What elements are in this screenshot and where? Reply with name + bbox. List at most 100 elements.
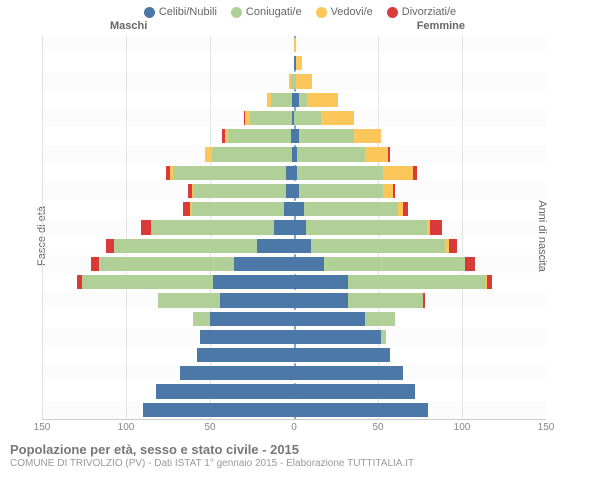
- bar-segment: [151, 220, 274, 234]
- bar-segment: [158, 293, 220, 307]
- male-bar: [42, 202, 294, 216]
- bar-segment: [304, 202, 398, 216]
- legend-swatch: [231, 7, 242, 18]
- bar-segment: [156, 384, 294, 398]
- female-bar: [294, 220, 546, 234]
- bar-segment: [311, 239, 445, 253]
- bar-segment: [205, 147, 212, 161]
- bar-segment: [210, 312, 294, 326]
- female-bar: [294, 330, 546, 344]
- age-row: 50-541960-1964: [42, 218, 546, 236]
- female-bar: [294, 147, 546, 161]
- age-row: 45-491965-1969: [42, 237, 546, 255]
- x-tick-label: 100: [118, 422, 135, 433]
- bar-segment: [197, 348, 294, 362]
- bar-segment: [294, 111, 321, 125]
- legend-label: Divorziati/e: [402, 6, 456, 18]
- age-row: 30-341980-1984: [42, 291, 546, 309]
- female-bar: [294, 403, 546, 417]
- age-row: 55-591955-1959: [42, 200, 546, 218]
- age-row: 10-142000-2004: [42, 364, 546, 382]
- bar-segment: [106, 239, 114, 253]
- female-bar: [294, 366, 546, 380]
- male-bar: [42, 56, 294, 70]
- male-bar: [42, 293, 294, 307]
- bar-segment: [294, 366, 403, 380]
- age-row: 25-291985-1989: [42, 310, 546, 328]
- bar-segment: [299, 184, 383, 198]
- male-bar: [42, 330, 294, 344]
- bar-segment: [294, 312, 365, 326]
- male-bar: [42, 111, 294, 125]
- male-bar: [42, 220, 294, 234]
- bar-segment: [348, 293, 424, 307]
- x-tick-label: 50: [204, 422, 215, 433]
- female-bar: [294, 184, 546, 198]
- age-row: 5-92005-2009: [42, 382, 546, 400]
- bar-segment: [234, 257, 294, 271]
- legend-swatch: [144, 7, 155, 18]
- female-bar: [294, 166, 546, 180]
- female-bar: [294, 93, 546, 107]
- bar-segment: [294, 348, 390, 362]
- age-row: 0-42010-2014: [42, 401, 546, 419]
- bar-segment: [297, 147, 364, 161]
- x-tick-label: 150: [34, 422, 51, 433]
- bar-segment: [294, 202, 304, 216]
- bar-segment: [430, 220, 442, 234]
- bar-segment: [294, 293, 348, 307]
- bar-segment: [250, 111, 292, 125]
- bar-segment: [193, 184, 285, 198]
- bar-segment: [381, 330, 386, 344]
- male-bar: [42, 38, 294, 52]
- bar-segment: [228, 129, 290, 143]
- age-row: 100+≤ 1914: [42, 36, 546, 54]
- legend: Celibi/NubiliConiugati/eVedovi/eDivorzia…: [0, 0, 600, 20]
- female-bar: [294, 348, 546, 362]
- male-column-label: Maschi: [110, 20, 147, 32]
- age-row: 85-891925-1929: [42, 91, 546, 109]
- bar-segment: [307, 93, 337, 107]
- female-bar: [294, 312, 546, 326]
- bar-segment: [173, 166, 286, 180]
- female-column-label: Femmine: [417, 20, 465, 32]
- x-tick-label: 0: [291, 422, 297, 433]
- bar-segment: [141, 220, 151, 234]
- age-row: 20-241990-1994: [42, 328, 546, 346]
- x-axis: 15010050050100150: [42, 420, 546, 436]
- bar-segment: [413, 166, 416, 180]
- age-row: 70-741940-1944: [42, 145, 546, 163]
- male-bar: [42, 239, 294, 253]
- bar-segment: [296, 74, 313, 88]
- age-row: 65-691945-1949: [42, 164, 546, 182]
- bar-segment: [299, 93, 307, 107]
- bar-segment: [393, 184, 395, 198]
- female-bar: [294, 202, 546, 216]
- female-bar: [294, 293, 546, 307]
- bar-segment: [294, 239, 311, 253]
- legend-swatch: [387, 7, 398, 18]
- male-bar: [42, 147, 294, 161]
- column-headers: Maschi Femmine: [0, 20, 600, 36]
- bar-segment: [423, 293, 425, 307]
- female-bar: [294, 111, 546, 125]
- bar-segment: [383, 184, 393, 198]
- female-bar: [294, 129, 546, 143]
- bar-segment: [271, 93, 293, 107]
- bar-segment: [143, 403, 294, 417]
- x-tick-label: 100: [454, 422, 471, 433]
- chart-title: Popolazione per età, sesso e stato civil…: [10, 442, 590, 457]
- bar-segment: [296, 56, 303, 70]
- male-bar: [42, 129, 294, 143]
- male-bar: [42, 74, 294, 88]
- male-bar: [42, 403, 294, 417]
- x-tick-label: 50: [372, 422, 383, 433]
- male-bar: [42, 93, 294, 107]
- bar-segment: [212, 147, 293, 161]
- bar-segment: [354, 129, 381, 143]
- legend-item: Divorziati/e: [387, 6, 456, 18]
- male-bar: [42, 166, 294, 180]
- bar-segment: [82, 275, 213, 289]
- bar-segment: [365, 147, 389, 161]
- bar-segment: [91, 257, 99, 271]
